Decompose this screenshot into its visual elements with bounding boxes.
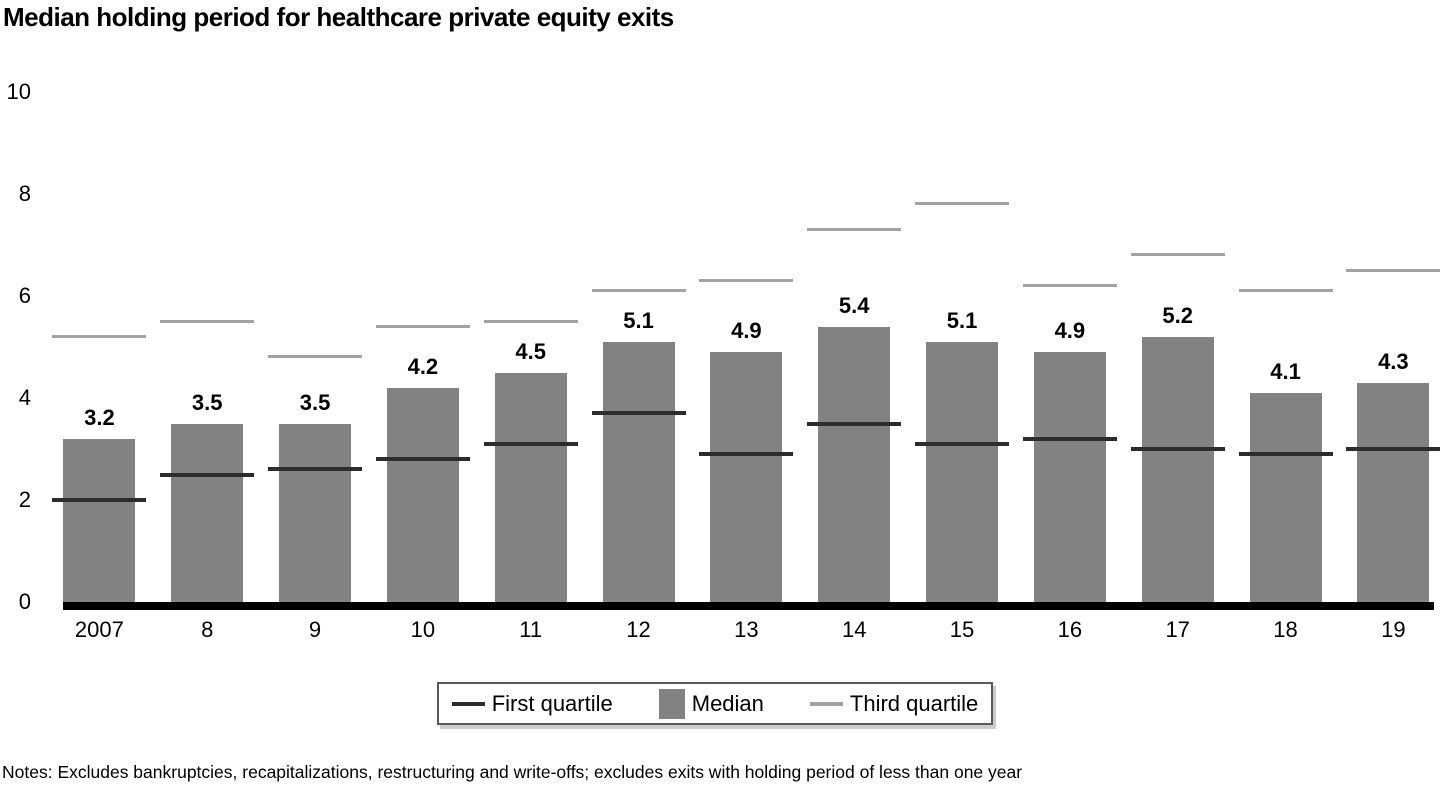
third-quartile-line <box>160 319 255 323</box>
x-axis-line <box>63 602 1434 610</box>
third-quartile-line <box>807 227 902 231</box>
legend-item-third-quartile: Third quartile <box>809 690 979 716</box>
x-tick-label: 12 <box>626 617 651 642</box>
y-tick-label: 8 <box>18 181 31 206</box>
bar-value-label: 4.3 <box>1378 348 1409 374</box>
x-tick-label: 19 <box>1381 617 1406 642</box>
median-bar <box>602 341 675 602</box>
third-quartile-line <box>1238 288 1333 292</box>
x-tick-label: 16 <box>1057 617 1083 642</box>
first-quartile-line <box>375 457 470 462</box>
first-quartile-line <box>915 441 1010 446</box>
legend: First quartile Median Third quartile <box>437 682 993 725</box>
x-tick-label: 2007 <box>74 617 124 642</box>
median-bar <box>494 372 567 602</box>
bar-value-label: 5.1 <box>946 307 978 333</box>
x-tick-label: 8 <box>201 617 214 642</box>
median-bar-swatch-icon <box>658 688 685 719</box>
x-tick-label: 15 <box>949 617 975 642</box>
x-tick-label: 10 <box>410 617 436 642</box>
y-tick-label: 10 <box>6 79 31 104</box>
bar-value-label: 4.2 <box>407 353 439 379</box>
third-quartile-line <box>1022 283 1117 287</box>
median-bar <box>1033 352 1106 602</box>
median-bar <box>710 352 783 602</box>
bar-value-label: 3.5 <box>191 389 223 415</box>
x-tick-label: 11 <box>519 617 543 642</box>
first-quartile-line-swatch-icon <box>451 701 485 706</box>
x-tick-label: 9 <box>308 617 322 642</box>
median-bar <box>1141 336 1214 602</box>
bar-value-label: 4.9 <box>731 318 762 344</box>
first-quartile-line <box>591 411 686 416</box>
median-bar <box>386 387 459 602</box>
first-quartile-line <box>52 498 147 502</box>
y-tick-label: 0 <box>18 589 31 614</box>
median-bar <box>279 423 352 602</box>
x-tick-label: 18 <box>1273 617 1298 642</box>
y-tick-label: 2 <box>18 487 31 512</box>
third-quartile-line <box>52 334 147 338</box>
x-tick-label: 14 <box>841 617 867 642</box>
legend-label-third-quartile: Third quartile <box>849 690 979 716</box>
first-quartile-line <box>160 472 255 477</box>
first-quartile-line <box>1130 447 1225 451</box>
median-bar <box>171 423 244 602</box>
bar-value-label: 4.9 <box>1054 318 1086 344</box>
bar-value-label: 3.5 <box>299 389 331 415</box>
third-quartile-line <box>915 202 1010 206</box>
third-quartile-line <box>268 355 363 359</box>
third-quartile-line <box>375 324 470 328</box>
third-quartile-line <box>699 278 794 282</box>
first-quartile-line <box>483 441 578 446</box>
third-quartile-line-swatch-icon <box>809 701 843 706</box>
y-tick-label: 4 <box>18 385 31 410</box>
legend-label-first-quartile: First quartile <box>491 690 613 716</box>
bar-value-label: 3.2 <box>84 404 115 430</box>
bar-value-label: 4.5 <box>515 338 547 364</box>
median-bar <box>926 341 999 602</box>
first-quartile-line <box>1022 436 1117 441</box>
first-quartile-line <box>807 421 902 426</box>
bar-value-label: 4.1 <box>1270 358 1301 384</box>
third-quartile-line <box>1346 268 1440 272</box>
third-quartile-line <box>1130 253 1225 257</box>
bar-value-label: 5.4 <box>838 292 870 318</box>
x-tick-label: 13 <box>734 617 759 642</box>
median-bar <box>1249 392 1322 602</box>
median-bar <box>818 326 891 602</box>
median-bar <box>1357 382 1430 602</box>
first-quartile-line <box>268 467 363 472</box>
bar-value-label: 5.2 <box>1162 302 1193 328</box>
legend-item-median: Median <box>658 688 764 719</box>
x-tick-label: 17 <box>1165 617 1190 642</box>
bar-value-label: 5.1 <box>623 307 654 333</box>
first-quartile-line <box>699 452 794 457</box>
y-tick-label: 6 <box>18 283 31 308</box>
first-quartile-line <box>1238 452 1333 457</box>
chart-title: Median holding period for healthcare pri… <box>3 2 674 32</box>
notes-text: Notes: Excludes bankruptcies, recapitali… <box>2 762 1023 782</box>
legend-label-median: Median <box>691 690 764 716</box>
median-bar <box>63 438 136 602</box>
first-quartile-line <box>1346 447 1440 451</box>
third-quartile-line <box>591 288 686 292</box>
legend-item-first-quartile: First quartile <box>451 690 613 716</box>
third-quartile-line <box>483 319 578 323</box>
